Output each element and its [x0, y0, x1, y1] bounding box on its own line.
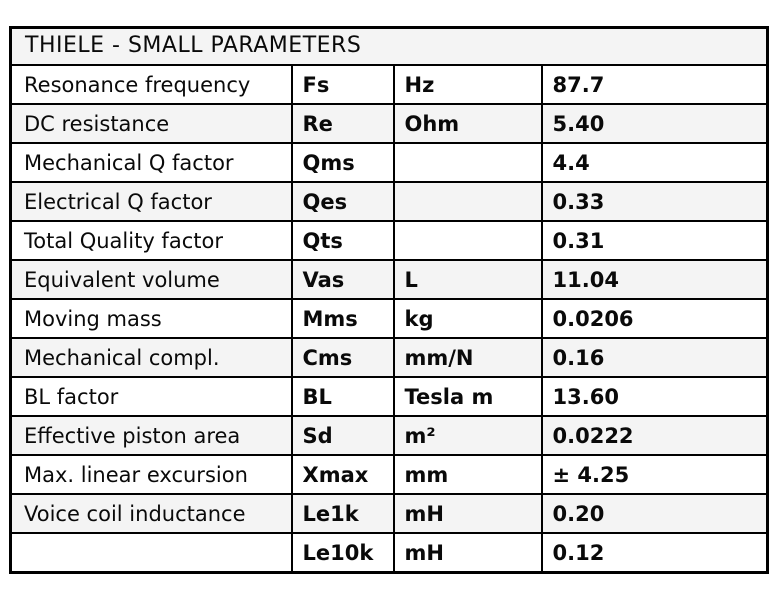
param-value-cell: 13.60 [540, 376, 769, 417]
table-row: BL factor BL Tesla m 13.60 [9, 376, 769, 417]
param-name-cell: BL factor [9, 376, 293, 417]
param-value-cell: ± 4.25 [540, 454, 769, 495]
param-value-cell: 4.4 [540, 142, 769, 183]
param-name-cell: Moving mass [9, 298, 293, 339]
param-unit-cell: Hz [392, 64, 543, 105]
table-row: Equivalent volume Vas L 11.04 [9, 259, 769, 300]
param-name-cell: Electrical Q factor [9, 181, 293, 222]
param-value-cell: 0.12 [540, 532, 769, 574]
param-name-cell: Total Quality factor [9, 220, 293, 261]
param-unit-cell: kg [392, 298, 543, 339]
param-symbol-cell: Re [290, 103, 395, 144]
param-value-cell: 0.16 [540, 337, 769, 378]
param-value-cell: 0.31 [540, 220, 769, 261]
param-value-cell: 11.04 [540, 259, 769, 300]
table-row: Le10k mH 0.12 [9, 532, 769, 574]
param-name-cell [9, 532, 293, 574]
param-value-cell: 0.0206 [540, 298, 769, 339]
param-symbol-cell: Sd [290, 415, 395, 456]
thiele-small-parameters-table: THIELE - SMALL PARAMETERS Resonance freq… [9, 26, 770, 574]
param-symbol-cell: Vas [290, 259, 395, 300]
param-unit-cell: mH [392, 532, 543, 574]
param-name-cell: Mechanical compl. [9, 337, 293, 378]
table-row: Effective piston area Sd m² 0.0222 [9, 415, 769, 456]
param-unit-cell: Ohm [392, 103, 543, 144]
param-symbol-cell: Xmax [290, 454, 395, 495]
table-row: Voice coil inductance Le1k mH 0.20 [9, 493, 769, 534]
param-symbol-cell: Qts [290, 220, 395, 261]
param-unit-cell: mm/N [392, 337, 543, 378]
param-name-cell: Resonance frequency [9, 64, 293, 105]
param-value-cell: 87.7 [540, 64, 769, 105]
table-row: Moving mass Mms kg 0.0206 [9, 298, 769, 339]
param-unit-cell: L [392, 259, 543, 300]
param-name-cell: Voice coil inductance [9, 493, 293, 534]
param-value-cell: 0.20 [540, 493, 769, 534]
param-symbol-cell: Qms [290, 142, 395, 183]
param-symbol-cell: Le10k [290, 532, 395, 574]
param-name-cell: DC resistance [9, 103, 293, 144]
param-unit-cell: mm [392, 454, 543, 495]
table-row: Resonance frequency Fs Hz 87.7 [9, 64, 769, 105]
table-row: Max. linear excursion Xmax mm ± 4.25 [9, 454, 769, 495]
param-symbol-cell: Qes [290, 181, 395, 222]
param-value-cell: 5.40 [540, 103, 769, 144]
param-unit-cell [392, 181, 543, 222]
param-value-cell: 0.0222 [540, 415, 769, 456]
param-symbol-cell: Cms [290, 337, 395, 378]
table-title: THIELE - SMALL PARAMETERS [9, 26, 769, 66]
table-row: Mechanical compl. Cms mm/N 0.16 [9, 337, 769, 378]
table-row: Electrical Q factor Qes 0.33 [9, 181, 769, 222]
table-row: DC resistance Re Ohm 5.40 [9, 103, 769, 144]
param-unit-cell [392, 142, 543, 183]
param-symbol-cell: Mms [290, 298, 395, 339]
param-symbol-cell: BL [290, 376, 395, 417]
param-unit-cell: m² [392, 415, 543, 456]
table-row: Mechanical Q factor Qms 4.4 [9, 142, 769, 183]
param-name-cell: Equivalent volume [9, 259, 293, 300]
param-unit-cell: Tesla m [392, 376, 543, 417]
param-name-cell: Max. linear excursion [9, 454, 293, 495]
param-symbol-cell: Le1k [290, 493, 395, 534]
param-unit-cell [392, 220, 543, 261]
param-value-cell: 0.33 [540, 181, 769, 222]
param-name-cell: Mechanical Q factor [9, 142, 293, 183]
param-unit-cell: mH [392, 493, 543, 534]
title-row: THIELE - SMALL PARAMETERS [9, 26, 769, 66]
param-name-cell: Effective piston area [9, 415, 293, 456]
param-symbol-cell: Fs [290, 64, 395, 105]
table-row: Total Quality factor Qts 0.31 [9, 220, 769, 261]
